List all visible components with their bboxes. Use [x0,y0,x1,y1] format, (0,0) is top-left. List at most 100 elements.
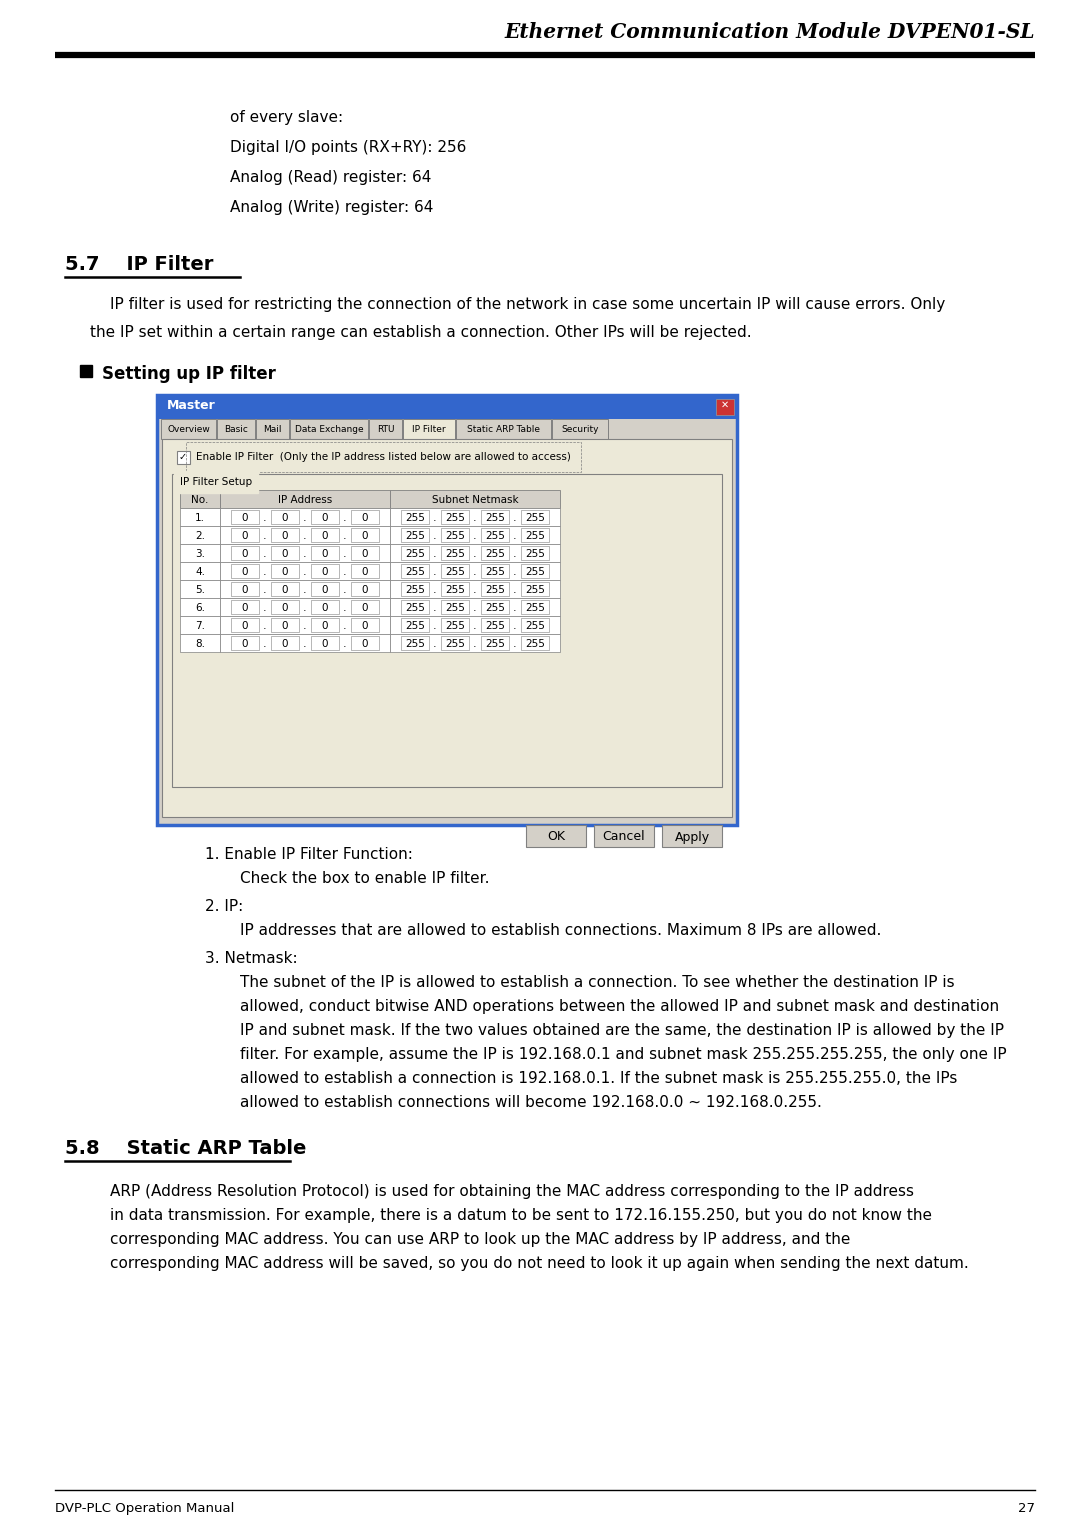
Text: .: . [343,513,347,524]
Text: 0: 0 [242,621,248,631]
Text: 255: 255 [525,550,545,559]
Text: 8.: 8. [195,638,205,649]
Text: .: . [513,513,517,524]
Bar [481,563,509,579]
Text: .: . [264,621,267,631]
Text: 255: 255 [405,603,424,612]
Text: 0: 0 [322,567,328,577]
Text: 255: 255 [485,513,505,524]
Text: 255: 255 [405,585,424,596]
Text: 255: 255 [405,567,424,577]
Text: Static ARP Table: Static ARP Table [467,426,540,435]
Text: 0: 0 [322,531,328,541]
Text: .: . [473,638,476,649]
Text: .: . [303,603,307,612]
Text: 255: 255 [405,513,424,524]
Bar [401,563,429,579]
Text: .: . [473,513,476,524]
Text: allowed, conduct bitwise AND operations between the allowed IP and subnet mask a: allowed, conduct bitwise AND operations … [240,999,999,1014]
Text: 255: 255 [525,567,545,577]
Text: .: . [513,638,517,649]
Bar [231,563,259,579]
Bar [662,825,723,847]
Text: 255: 255 [445,531,464,541]
Text: 0: 0 [282,621,288,631]
Text: 3. Netmask:: 3. Netmask: [205,951,298,967]
Text: .: . [303,531,307,541]
Text: 255: 255 [405,531,424,541]
Bar [481,547,509,560]
Text: IP and subnet mask. If the two values obtained are the same, the destination IP : IP and subnet mask. If the two values ob… [240,1023,1004,1038]
Text: 255: 255 [485,638,505,649]
Bar [351,582,379,596]
Bar [351,600,379,614]
Bar [220,562,390,580]
Text: 1. Enable IP Filter Function:: 1. Enable IP Filter Function: [205,847,413,863]
Text: .: . [343,567,347,577]
Bar [390,599,561,615]
Bar [521,600,549,614]
Text: 255: 255 [445,638,464,649]
Text: Setting up IP filter: Setting up IP filter [102,365,275,383]
Bar [180,508,220,525]
Bar [401,637,429,651]
Text: .: . [303,638,307,649]
Text: 0: 0 [362,603,368,612]
Bar [180,580,220,599]
Bar [456,418,551,438]
Text: ARP (Address Resolution Protocol) is used for obtaining the MAC address correspo: ARP (Address Resolution Protocol) is use… [110,1183,914,1199]
Text: .: . [473,621,476,631]
Text: IP addresses that are allowed to establish connections. Maximum 8 IPs are allowe: IP addresses that are allowed to establi… [240,922,881,938]
Text: 0: 0 [362,567,368,577]
Bar [390,580,561,599]
Bar [401,600,429,614]
Text: ✕: ✕ [721,400,729,411]
Text: OK: OK [546,831,565,843]
Text: .: . [513,550,517,559]
Text: The subnet of the IP is allowed to establish a connection. To see whether the de: The subnet of the IP is allowed to estab… [240,976,955,989]
Text: .: . [264,585,267,596]
Text: .: . [433,621,436,631]
Bar [401,528,429,542]
Bar [217,418,255,438]
Text: Ethernet Communication Module DVPEN01-SL: Ethernet Communication Module DVPEN01-SL [504,21,1035,43]
Text: 255: 255 [485,585,505,596]
Text: No.: No. [191,495,208,505]
Text: Security: Security [562,426,598,435]
Bar [390,562,561,580]
Text: Basic: Basic [224,426,248,435]
Bar [351,637,379,651]
Text: Enable IP Filter  (Only the IP address listed below are allowed to access): Enable IP Filter (Only the IP address li… [195,452,571,463]
Text: Overview: Overview [167,426,210,435]
Bar [271,528,299,542]
Bar [311,563,339,579]
Text: 0: 0 [282,531,288,541]
Text: of every slave:: of every slave: [230,110,343,125]
Bar [521,582,549,596]
Bar [401,618,429,632]
Bar [180,599,220,615]
Text: 0: 0 [322,550,328,559]
Bar [180,562,220,580]
Text: Cancel: Cancel [603,831,646,843]
Text: 0: 0 [242,638,248,649]
Text: .: . [343,585,347,596]
Text: allowed to establish a connection is 192.168.0.1. If the subnet mask is 255.255.: allowed to establish a connection is 192… [240,1070,957,1086]
Bar [220,544,390,562]
Bar [271,510,299,524]
Bar [481,637,509,651]
Text: 0: 0 [362,531,368,541]
Text: .: . [264,638,267,649]
Bar [271,547,299,560]
Bar [481,618,509,632]
Text: 0: 0 [282,550,288,559]
Text: 3.: 3. [195,550,205,559]
Text: 0: 0 [242,585,248,596]
Text: 7.: 7. [195,621,205,631]
Text: .: . [473,603,476,612]
Text: 0: 0 [242,550,248,559]
Text: 255: 255 [405,621,424,631]
Bar [180,615,220,634]
Text: 0: 0 [282,585,288,596]
Text: .: . [343,638,347,649]
